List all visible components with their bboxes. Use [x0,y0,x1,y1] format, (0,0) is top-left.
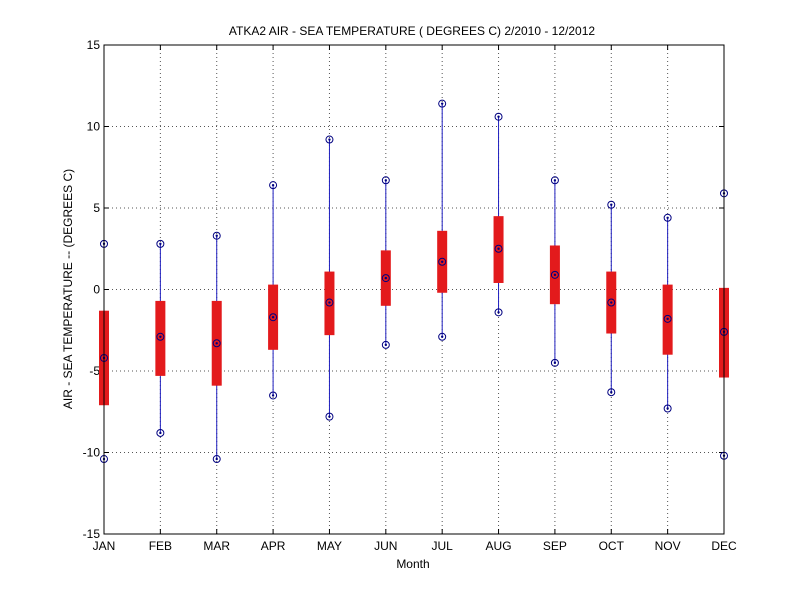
grid-lines [104,45,724,534]
median-marker-dot [666,317,669,321]
max-marker-dot [384,179,388,182]
min-marker [607,388,616,397]
box-may [324,135,335,421]
max-marker-dot [553,179,557,182]
max-marker [550,176,559,185]
min-marker [494,308,503,317]
min-marker [325,412,334,421]
max-marker [212,231,221,240]
median-marker [212,339,221,348]
x-tick-label: NOV [655,539,681,553]
x-tick-label: JAN [93,539,116,553]
x-tick-label: SEP [543,539,567,553]
max-marker [325,135,334,144]
min-marker [663,404,672,413]
median-marker-dot [328,301,331,304]
min-marker [550,358,559,367]
min-marker-dot [666,407,669,410]
median-marker-dot [384,276,388,280]
max-marker-dot [271,183,275,187]
box-feb [155,239,166,437]
y-tick-label: -10 [83,446,101,460]
max-marker-dot [328,138,331,141]
max-marker [663,213,672,222]
median-marker [156,332,165,341]
box-jun [380,176,391,349]
median-marker [269,313,278,322]
max-marker-dot [159,242,162,246]
min-marker-dot [497,311,500,314]
median-marker-dot [159,335,162,338]
min-marker [269,391,278,400]
y-ticks: -15 -10 -5 0 5 10 15 [83,38,724,541]
x-tick-label: MAY [317,539,342,553]
y-tick-label: -5 [89,364,100,378]
median-marker [663,314,672,323]
median-marker-dot [440,260,444,263]
box-nov [662,213,673,413]
box-mar [211,231,222,464]
median-marker [494,244,503,253]
min-marker-dot [328,415,331,418]
min-marker-dot [553,361,557,365]
median-marker [607,298,616,307]
x-ticks: JAN FEB MAR APR MAY JUN JUL AUG SEP OCT NOV DEC [93,45,737,553]
min-marker [381,340,390,349]
median-marker [381,274,390,283]
max-marker-dot [440,102,444,105]
x-tick-label: DEC [711,539,737,553]
min-marker [212,455,221,464]
max-marker-dot [215,234,218,237]
min-marker-dot [159,431,162,435]
max-marker [607,200,616,209]
x-tick-label: JUL [432,539,454,553]
median-marker [550,270,559,279]
x-tick-label: MAR [203,539,230,553]
min-marker [438,332,447,341]
max-marker-dot [666,216,669,219]
plot-area-frame [103,44,725,535]
max-marker [438,99,447,108]
y-tick-label: -15 [83,527,101,541]
y-tick-label: 5 [93,201,100,215]
x-tick-label: APR [261,539,286,553]
max-marker [494,112,503,121]
max-marker-dot [497,115,500,118]
chart-title: ATKA2 AIR - SEA TEMPERATURE ( DEGREES C)… [229,24,595,38]
x-tick-label: JUN [374,539,397,553]
box-aug [493,112,504,317]
x-axis-label: Month [396,557,429,571]
min-marker-dot [271,394,275,397]
y-tick-label: 10 [87,120,101,134]
median-marker [325,298,334,307]
min-marker-dot [215,457,218,461]
max-marker [156,239,165,248]
max-marker [381,176,390,185]
median-marker-dot [610,301,613,304]
median-marker [438,257,447,266]
min-marker-dot [440,335,444,338]
boxes [99,99,729,464]
median-marker-dot [271,316,275,319]
y-tick-label: 0 [93,283,100,297]
median-marker-dot [215,342,218,345]
y-axis-label: AIR - SEA TEMPERATURE -- (DEGREES C) [61,169,75,409]
median-marker-dot [553,273,557,277]
box-oct [606,200,617,397]
min-marker-dot [610,390,613,394]
x-tick-label: OCT [599,539,625,553]
x-tick-label: FEB [149,539,172,553]
y-tick-label: 15 [87,38,101,52]
box-apr [268,181,279,400]
iqr-box [155,300,166,376]
min-marker-dot [384,343,388,347]
min-marker [156,428,165,437]
max-marker-dot [610,203,613,206]
box-sep [549,176,560,367]
box-jul [437,99,448,341]
median-marker-dot [497,247,500,250]
x-tick-label: AUG [486,539,512,553]
max-marker [269,181,278,190]
